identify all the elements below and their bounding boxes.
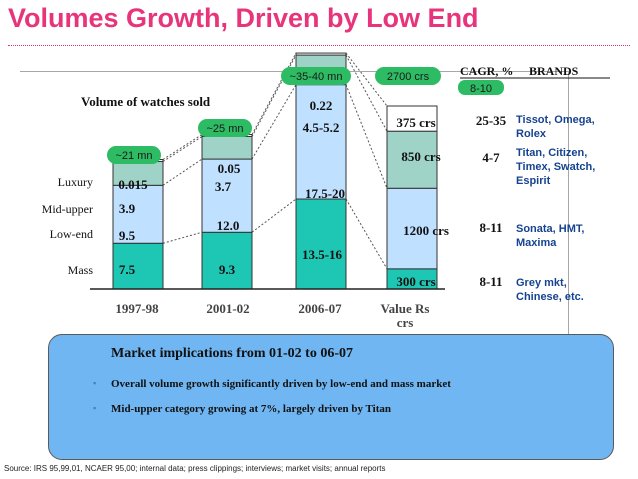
cagr-value: 8-11: [479, 274, 502, 289]
growth-badge-label: 2700 crs: [387, 71, 430, 83]
growth-badge: [281, 67, 351, 85]
growth-badge-label: ~35-40 mn: [290, 71, 343, 83]
data-label: 12.0: [217, 218, 240, 233]
implication-text: Overall volume growth significantly driv…: [111, 378, 451, 390]
x-tick-label: 1997-98: [115, 301, 159, 316]
bar-luxury-3: [295, 52, 347, 56]
legend-mid-upper: Mid-upper: [42, 202, 93, 216]
data-label: 7.5: [119, 262, 136, 277]
cagr-overall-badge: [458, 80, 504, 95]
data-label: 300 crs: [396, 274, 435, 289]
x-tick-label: Value Rs crs: [380, 301, 429, 330]
connector-line: [162, 158, 203, 186]
growth-badge-label: ~25 mn: [207, 123, 244, 135]
data-label: 0.015: [118, 177, 148, 192]
cagr-value: 4-7: [482, 150, 500, 165]
cagr-value: 8-11: [479, 220, 502, 235]
legend-mass: Mass: [68, 263, 94, 277]
connector-line: [162, 231, 203, 244]
connector-line: [162, 134, 203, 160]
bar-low-end-2: [201, 158, 253, 233]
brand-list: Titan, Citizen, Timex, Swatch, Espirit: [516, 147, 595, 187]
bar-low-end-3: [295, 84, 347, 200]
data-label: 9.3: [219, 262, 236, 277]
bar-low-end-1: [112, 184, 164, 244]
brand-list: Grey mkt, Chinese, etc.: [516, 277, 584, 303]
connector-line: [251, 52, 297, 135]
cagr-header: CAGR, %: [460, 64, 513, 78]
connector-line: [345, 52, 388, 107]
source-note: Source: IRS 95,99,01, NCAER 95,00; inter…: [4, 464, 386, 473]
implication-bullet: ▪ Mid-upper category growing at 7%, larg…: [93, 403, 391, 415]
data-label: 3.9: [119, 201, 136, 216]
chart-title: Volume of watches sold: [81, 94, 211, 109]
connector-line: [251, 198, 297, 233]
growth-badge: [375, 67, 441, 85]
data-label: 9.5: [119, 228, 136, 243]
bar-mass-2: [201, 231, 253, 290]
bullet-icon: ▪: [93, 378, 97, 388]
bar-mass-3: [295, 198, 347, 290]
connector-line: [162, 136, 203, 162]
brand-list: Sonata, HMT, Maxima: [516, 223, 584, 249]
connector-line: [345, 198, 388, 270]
cagr-value: 25-35: [476, 113, 507, 128]
legend-low-end: Low-end: [50, 227, 93, 241]
data-label: 0.22: [310, 98, 333, 113]
growth-badge: [198, 119, 252, 137]
bullet-icon: ▪: [93, 403, 97, 413]
cagr-overall-label: 8-10: [470, 83, 492, 95]
data-label: 850 crs: [401, 149, 440, 164]
growth-badge-label: ~21 mn: [116, 150, 153, 162]
implication-bullet: ▪ Overall volume growth significantly dr…: [93, 378, 451, 390]
brands-header: BRANDS: [529, 64, 579, 78]
brand-list: Tissot, Omega, Rolex: [516, 114, 595, 140]
bar-mid-upper-2: [201, 136, 253, 160]
data-label: 4.5-5.2: [303, 120, 340, 135]
growth-badge: [107, 146, 161, 164]
bar-luxury-4: [386, 105, 438, 132]
data-label: 3.7: [215, 179, 232, 194]
bar-mass-1: [112, 242, 164, 290]
bar-mid-upper-4: [386, 130, 438, 189]
page-title: Volumes Growth, Driven by Low End: [8, 3, 479, 33]
connector-line: [251, 84, 297, 160]
connector-line: [345, 84, 388, 189]
implications-title: Market implications from 01-02 to 06-07: [111, 346, 353, 361]
title-divider: [8, 45, 630, 46]
data-label: 1200 crs: [403, 223, 449, 238]
x-tick-label: 2001-02: [206, 301, 249, 316]
data-label: 375 crs: [396, 115, 435, 130]
x-tick-label: 2006-07: [298, 301, 342, 316]
data-label: 17.5-20: [305, 186, 345, 201]
data-label: 13.5-16: [302, 247, 343, 262]
data-label: 0.05: [218, 161, 241, 176]
connector-line: [345, 54, 388, 132]
implication-text: Mid-upper category growing at 7%, largel…: [111, 403, 391, 415]
market-implications-panel: Market implications from 01-02 to 06-07 …: [48, 334, 614, 460]
legend-luxury: Luxury: [58, 175, 93, 189]
